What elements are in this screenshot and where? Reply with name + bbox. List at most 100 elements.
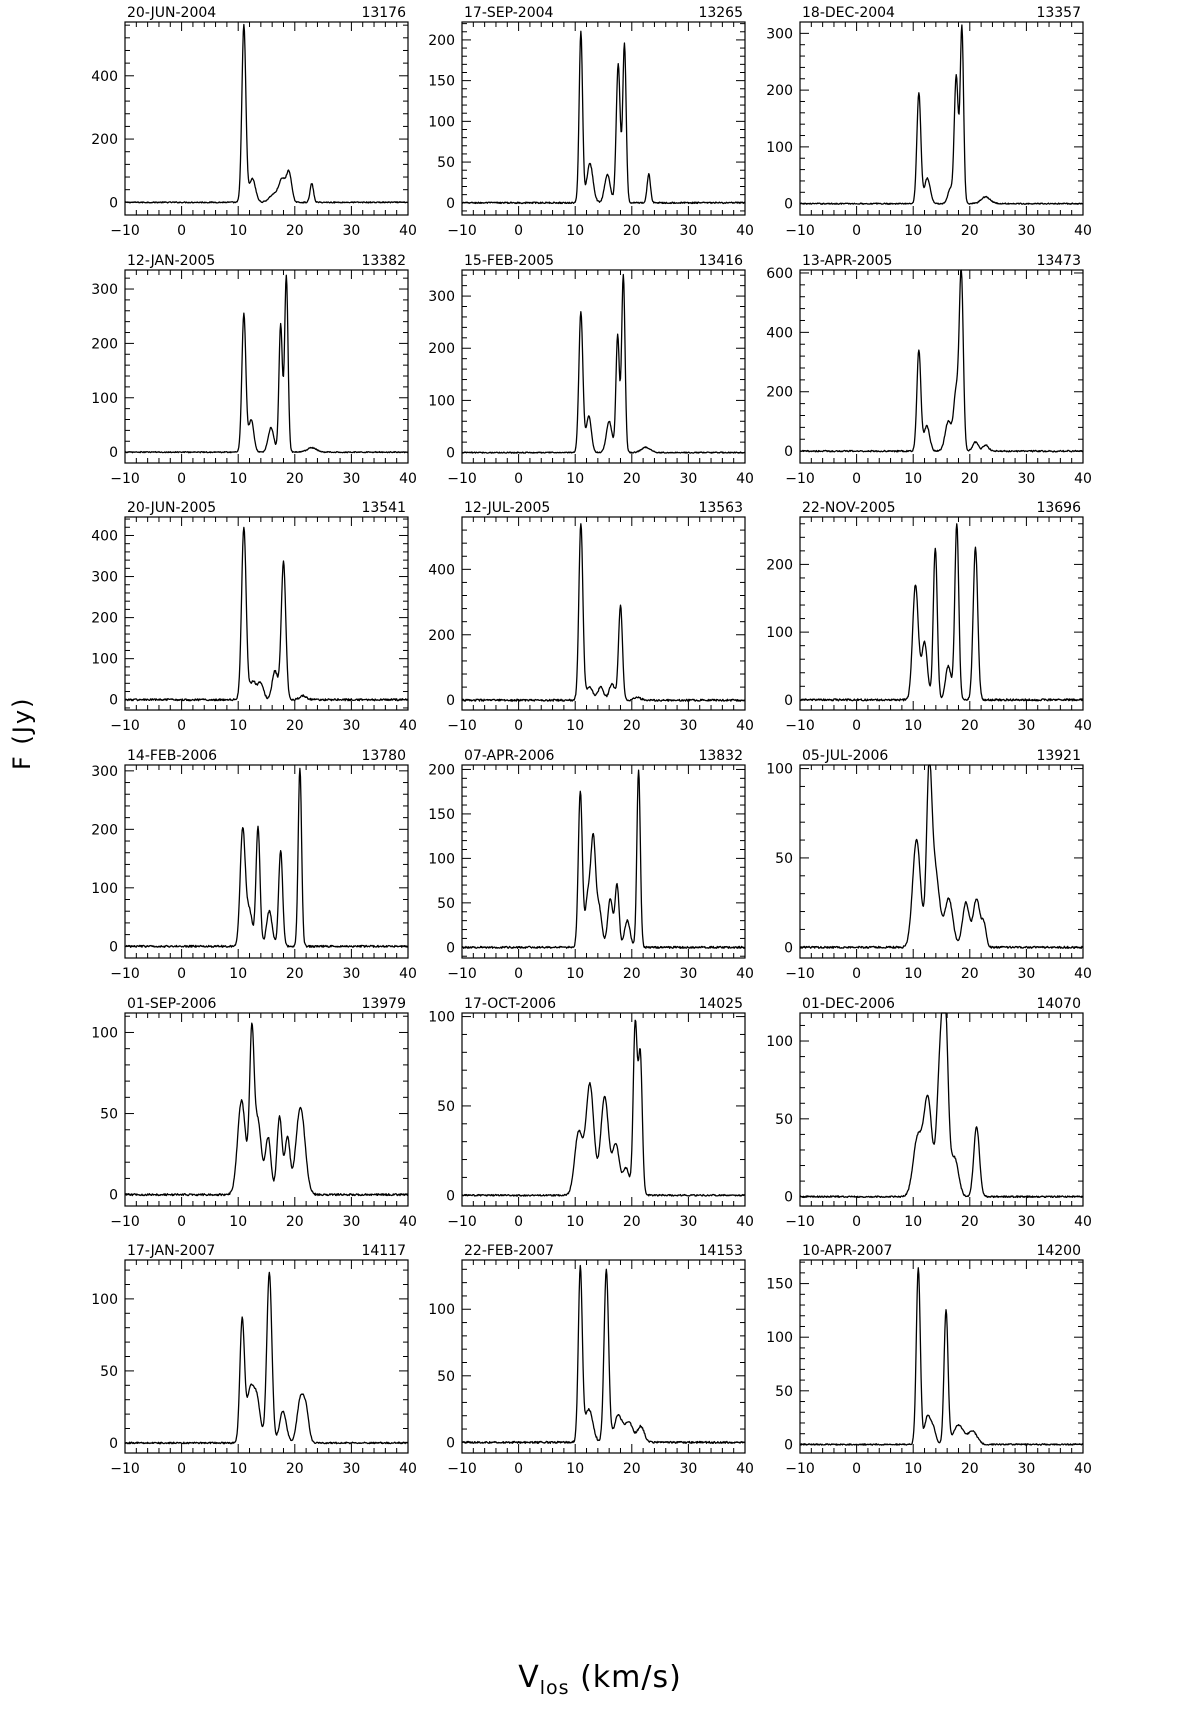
x-axis-label-subscript: los: [539, 1677, 570, 1699]
y-tick-label: 200: [91, 132, 118, 148]
y-tick-label: 0: [109, 1436, 118, 1452]
y-tick-label: 0: [109, 1188, 118, 1204]
panel-id-label: 13265: [698, 5, 743, 21]
x-tick-label: 0: [514, 223, 523, 239]
y-tick-label: 50: [775, 1112, 793, 1128]
x-tick-label: 0: [177, 966, 186, 982]
x-tick-label: 0: [852, 223, 861, 239]
x-tick-label: 0: [852, 718, 861, 734]
x-tick-label: 10: [566, 223, 584, 239]
y-tick-label: 200: [766, 385, 793, 401]
panel-id-label: 13473: [1036, 253, 1081, 269]
x-tick-label: 10: [229, 471, 247, 487]
y-tick-label: 100: [428, 1010, 455, 1026]
spectrum-panel-14153: −10 0 10 20 30 40 0 50 100 22-FEB-2007 14153: [428, 1243, 754, 1477]
y-tick-label: 0: [784, 693, 793, 709]
x-tick-label: 40: [399, 718, 417, 734]
panel-date-label: 13-APR-2005: [802, 253, 892, 269]
x-tick-label: 10: [229, 1461, 247, 1477]
x-tick-label: 10: [229, 223, 247, 239]
panel-date-label: 12-JAN-2005: [127, 253, 215, 269]
y-tick-label: 0: [109, 693, 118, 709]
y-axis-label: F (Jy): [8, 696, 36, 770]
y-tick-label: 300: [91, 282, 118, 298]
spectrum-panel-13921: −10 0 10 20 30 40 0 50 100 05-JUL-2006 13921: [766, 748, 1092, 982]
x-tick-label: 0: [514, 1214, 523, 1230]
y-tick-label: 400: [428, 562, 455, 578]
y-tick-label: 0: [446, 1188, 455, 1204]
y-tick-label: 200: [428, 628, 455, 644]
spectrum-panel-14070: −10 0 10 20 30 40 0 50 100 01-DEC-2006 14070: [766, 996, 1092, 1230]
spectrum-panel-13265: −10 0 10 20 30 40 0 50 100 150 200 17-SEP-2004 13265: [428, 5, 754, 239]
x-tick-label: 30: [679, 223, 697, 239]
spectrum-line: [124, 526, 409, 702]
panel-id-label: 13832: [698, 748, 743, 764]
spectrum-panel-14025: −10 0 10 20 30 40 0 50 100 17-OCT-2006 14025: [428, 996, 754, 1230]
x-tick-label: 40: [1074, 1461, 1092, 1477]
y-tick-label: 100: [766, 1330, 793, 1346]
spectrum-line: [799, 1267, 1084, 1446]
x-tick-label: −10: [447, 223, 477, 239]
y-tick-label: 400: [91, 528, 118, 544]
x-tick-label: 20: [286, 223, 304, 239]
spectrum-line: [124, 274, 409, 454]
spectrum-line: [124, 1271, 409, 1445]
spectrum-line: [799, 523, 1084, 702]
x-tick-label: 30: [342, 1461, 360, 1477]
y-tick-label: 0: [784, 1190, 793, 1206]
panel-frame: [124, 516, 409, 711]
y-tick-label: 600: [766, 266, 793, 282]
panel-date-label: 18-DEC-2004: [802, 5, 895, 21]
panel-frame: [461, 1259, 746, 1454]
x-tick-label: −10: [110, 966, 140, 982]
y-tick-label: 100: [428, 851, 455, 867]
x-tick-label: −10: [447, 718, 477, 734]
spectrum-line: [461, 1019, 746, 1197]
panel-date-label: 07-APR-2006: [464, 748, 555, 764]
y-tick-label: 0: [784, 940, 793, 956]
panel-date-label: 22-NOV-2005: [802, 500, 896, 516]
x-tick-label: 0: [852, 471, 861, 487]
spectrum-line: [461, 273, 746, 454]
spectrum-panel-13832: −10 0 10 20 30 40 0 50 100 150 200 07-APR-2006 13832: [428, 748, 754, 982]
panel-frame: [799, 21, 1084, 216]
x-tick-label: 0: [177, 223, 186, 239]
panel-id-label: 13382: [361, 253, 406, 269]
x-tick-label: 20: [623, 1461, 641, 1477]
panel-frame: [461, 1012, 746, 1207]
spectrum-line: [461, 30, 746, 205]
x-tick-label: −10: [447, 1214, 477, 1230]
x-tick-label: 20: [286, 1214, 304, 1230]
x-tick-label: 20: [961, 718, 979, 734]
y-tick-label: 100: [766, 140, 793, 156]
panel-id-label: 13921: [1036, 748, 1081, 764]
x-tick-label: −10: [110, 223, 140, 239]
x-tick-label: 20: [961, 1214, 979, 1230]
panel-frame: [124, 764, 409, 959]
panel-id-label: 14070: [1036, 996, 1081, 1012]
y-tick-label: 200: [91, 822, 118, 838]
x-tick-label: 30: [1017, 1461, 1035, 1477]
panel-date-label: 10-APR-2007: [802, 1243, 892, 1259]
panel-id-label: 13563: [698, 500, 743, 516]
x-tick-label: 20: [286, 718, 304, 734]
panel-frame: [461, 21, 746, 216]
x-tick-label: 40: [399, 966, 417, 982]
y-tick-label: 100: [428, 114, 455, 130]
x-tick-label: 30: [679, 471, 697, 487]
y-tick-label: 200: [428, 33, 455, 49]
x-tick-label: 10: [904, 718, 922, 734]
y-tick-label: 100: [91, 1025, 118, 1041]
x-tick-label: −10: [785, 718, 815, 734]
y-tick-label: 50: [437, 155, 455, 171]
x-axis-label-unit: (km/s): [569, 1660, 682, 1695]
panel-frame: [461, 764, 746, 959]
x-tick-label: 0: [177, 1214, 186, 1230]
x-tick-label: 30: [1017, 718, 1035, 734]
y-tick-label: 100: [766, 1034, 793, 1050]
x-tick-label: 40: [1074, 223, 1092, 239]
spectrum-line: [799, 269, 1084, 453]
